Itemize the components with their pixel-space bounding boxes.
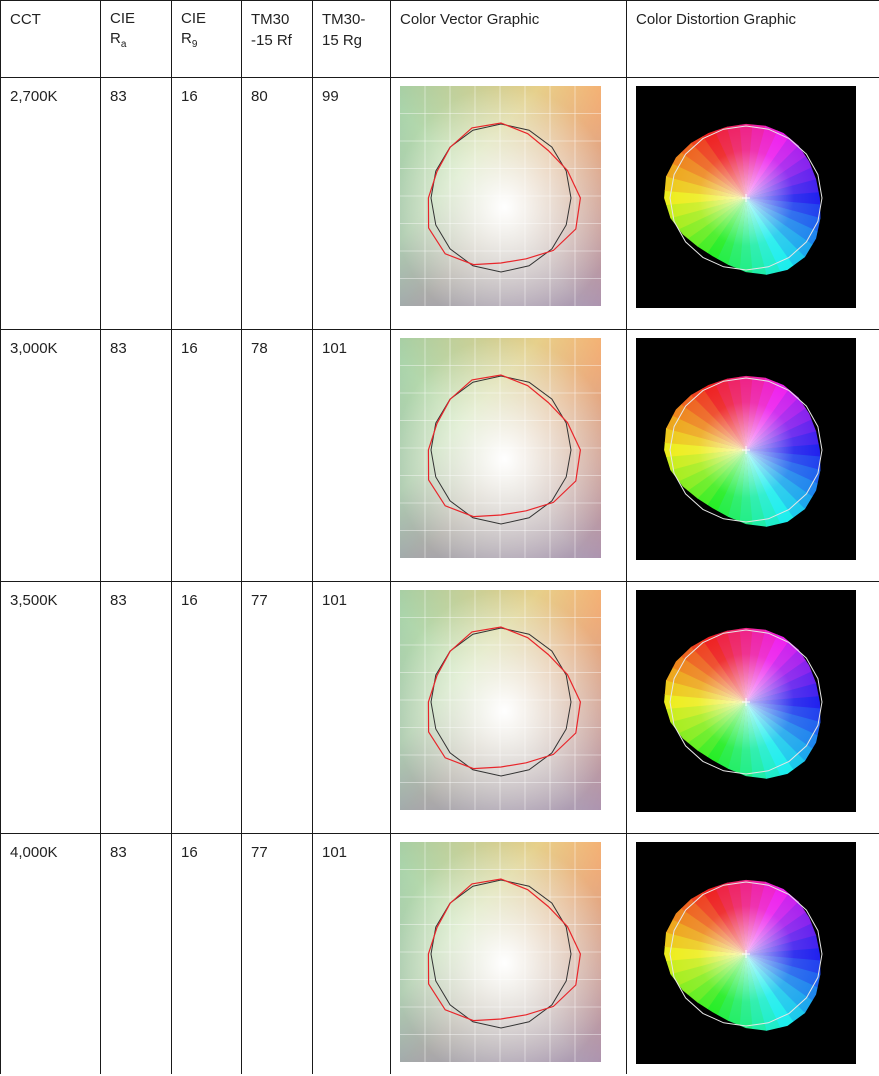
header-color-vector-graphic: Color Vector Graphic <box>390 0 627 78</box>
center-cross-icon <box>742 698 750 706</box>
color-distortion-cell <box>626 77 879 330</box>
table-body: 2,700K 83 16 80 99 3,000K 83 16 78 101 3,500K 83 16 7… <box>0 77 879 1074</box>
distortion-reference-outline <box>669 125 823 271</box>
reference-gamut-outline <box>430 627 572 777</box>
cie-ra-cell: 83 <box>100 329 172 582</box>
tm30-rg-cell: 101 <box>312 833 391 1074</box>
test-gamut-outline <box>427 878 582 1022</box>
center-cross-icon <box>742 950 750 958</box>
color-vector-graphic <box>400 590 601 810</box>
reference-gamut-outline <box>430 123 572 273</box>
color-distortion-graphic <box>636 86 856 308</box>
table-row: 3,500K 83 16 77 101 <box>0 581 879 834</box>
tm30-rg-cell: 99 <box>312 77 391 330</box>
color-vector-cell <box>390 833 627 1074</box>
test-gamut-outline <box>427 122 582 266</box>
cie-r9-cell: 16 <box>171 581 242 834</box>
tm30-rg-cell: 101 <box>312 329 391 582</box>
distortion-hue-wheel <box>664 123 821 275</box>
color-distortion-graphic <box>636 842 856 1064</box>
cct-cell: 3,500K <box>0 581 101 834</box>
test-gamut-outline <box>427 374 582 518</box>
reference-gamut-outline <box>430 879 572 1029</box>
tm30-rf-cell: 78 <box>241 329 313 582</box>
header-row: CCT CIE Ra CIE R9 TM30 -15 Rf TM30- 15 Rg Co… <box>0 0 879 78</box>
header-cie-r9: CIE R9 <box>171 0 242 78</box>
color-distortion-cell <box>626 329 879 582</box>
cie-ra-cell: 83 <box>100 581 172 834</box>
distortion-reference-outline <box>669 881 823 1027</box>
cie-r9-cell: 16 <box>171 77 242 330</box>
cct-cell: 4,000K <box>0 833 101 1074</box>
color-distortion-graphic <box>636 590 856 812</box>
color-vector-graphic <box>400 338 601 558</box>
cct-cell: 3,000K <box>0 329 101 582</box>
header-cie-ra: CIE Ra <box>100 0 172 78</box>
color-vector-graphic <box>400 86 601 306</box>
reference-gamut-outline <box>430 375 572 525</box>
table-row: 4,000K 83 16 77 101 <box>0 833 879 1074</box>
distortion-reference-outline <box>669 629 823 775</box>
cct-cell: 2,700K <box>0 77 101 330</box>
header-color-distortion-graphic: Color Distortion Graphic <box>626 0 879 78</box>
cie-r9-cell: 16 <box>171 329 242 582</box>
distortion-reference-outline <box>669 377 823 523</box>
cie-r9-cell: 16 <box>171 833 242 1074</box>
color-vector-cell <box>390 77 627 330</box>
header-cct: CCT <box>0 0 101 78</box>
color-vector-graphic <box>400 842 601 1062</box>
color-distortion-cell <box>626 833 879 1074</box>
cie-ra-cell: 83 <box>100 77 172 330</box>
center-cross-icon <box>742 446 750 454</box>
table-row: 2,700K 83 16 80 99 <box>0 77 879 330</box>
center-cross-icon <box>742 194 750 202</box>
color-vector-cell <box>390 329 627 582</box>
cie-ra-cell: 83 <box>100 833 172 1074</box>
color-distortion-cell <box>626 581 879 834</box>
tm30-rg-cell: 101 <box>312 581 391 834</box>
tm30-rf-cell: 77 <box>241 581 313 834</box>
table-row: 3,000K 83 16 78 101 <box>0 329 879 582</box>
header-tm30-rf: TM30 -15 Rf <box>241 0 313 78</box>
tm30-rf-cell: 80 <box>241 77 313 330</box>
header-tm30-rg: TM30- 15 Rg <box>312 0 391 78</box>
tm30-rf-cell: 77 <box>241 833 313 1074</box>
color-distortion-graphic <box>636 338 856 560</box>
test-gamut-outline <box>427 626 582 770</box>
color-vector-cell <box>390 581 627 834</box>
